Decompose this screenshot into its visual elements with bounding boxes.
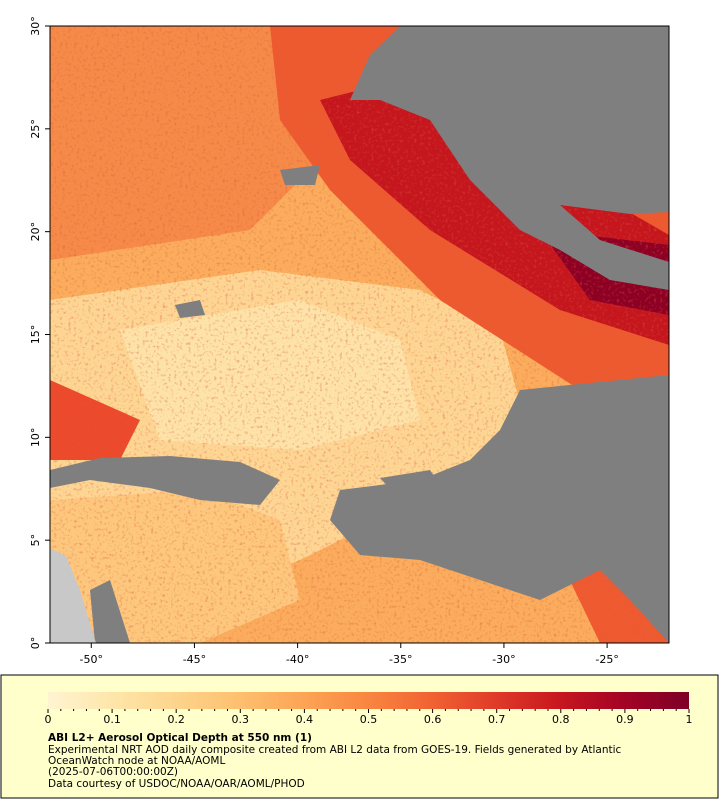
x-tick-label: -25° (595, 653, 618, 666)
x-tick-label: -50° (80, 653, 103, 666)
colorbar-tick-label: 0 (45, 713, 52, 726)
y-tick-label: 20° (29, 222, 42, 242)
caption-line: Data courtesy of USDOC/NOAA/OAR/AOML/PHO… (48, 778, 305, 790)
colorbar-tick-label: 0.9 (616, 713, 634, 726)
colorbar-tick-label: 0.2 (167, 713, 185, 726)
colorbar-tick-label: 0.3 (232, 713, 250, 726)
y-tick-label: 10° (29, 428, 42, 448)
colorbar-tick-label: 0.6 (424, 713, 442, 726)
x-tick-label: -45° (183, 653, 206, 666)
colorbar-tick-label: 0.7 (488, 713, 506, 726)
x-tick-label: -40° (286, 653, 309, 666)
colorbar-tick-label: 0.1 (103, 713, 121, 726)
colorbar-tick-label: 0.5 (360, 713, 378, 726)
y-tick-label: 30° (29, 16, 42, 36)
caption-line: OceanWatch node at NOAA/AOML (48, 755, 225, 767)
y-tick-label: 25° (29, 119, 42, 139)
colorbar-tick-label: 1 (686, 713, 693, 726)
x-tick-label: -35° (389, 653, 412, 666)
caption-title: ABI L2+ Aerosol Optical Depth at 550 nm … (48, 732, 312, 744)
x-tick-label: -30° (492, 653, 515, 666)
colorbar-tick-label: 0.8 (552, 713, 570, 726)
y-tick-label: 0° (29, 637, 42, 650)
caption-line: (2025-07-06T00:00:00Z) (48, 766, 178, 778)
y-tick-label: 15° (29, 325, 42, 345)
colorbar-tick-label: 0.4 (296, 713, 314, 726)
y-tick-label: 5° (29, 534, 42, 547)
colorbar (48, 692, 689, 709)
caption-line: Experimental NRT AOD daily composite cre… (48, 744, 622, 756)
map-image (50, 26, 669, 643)
